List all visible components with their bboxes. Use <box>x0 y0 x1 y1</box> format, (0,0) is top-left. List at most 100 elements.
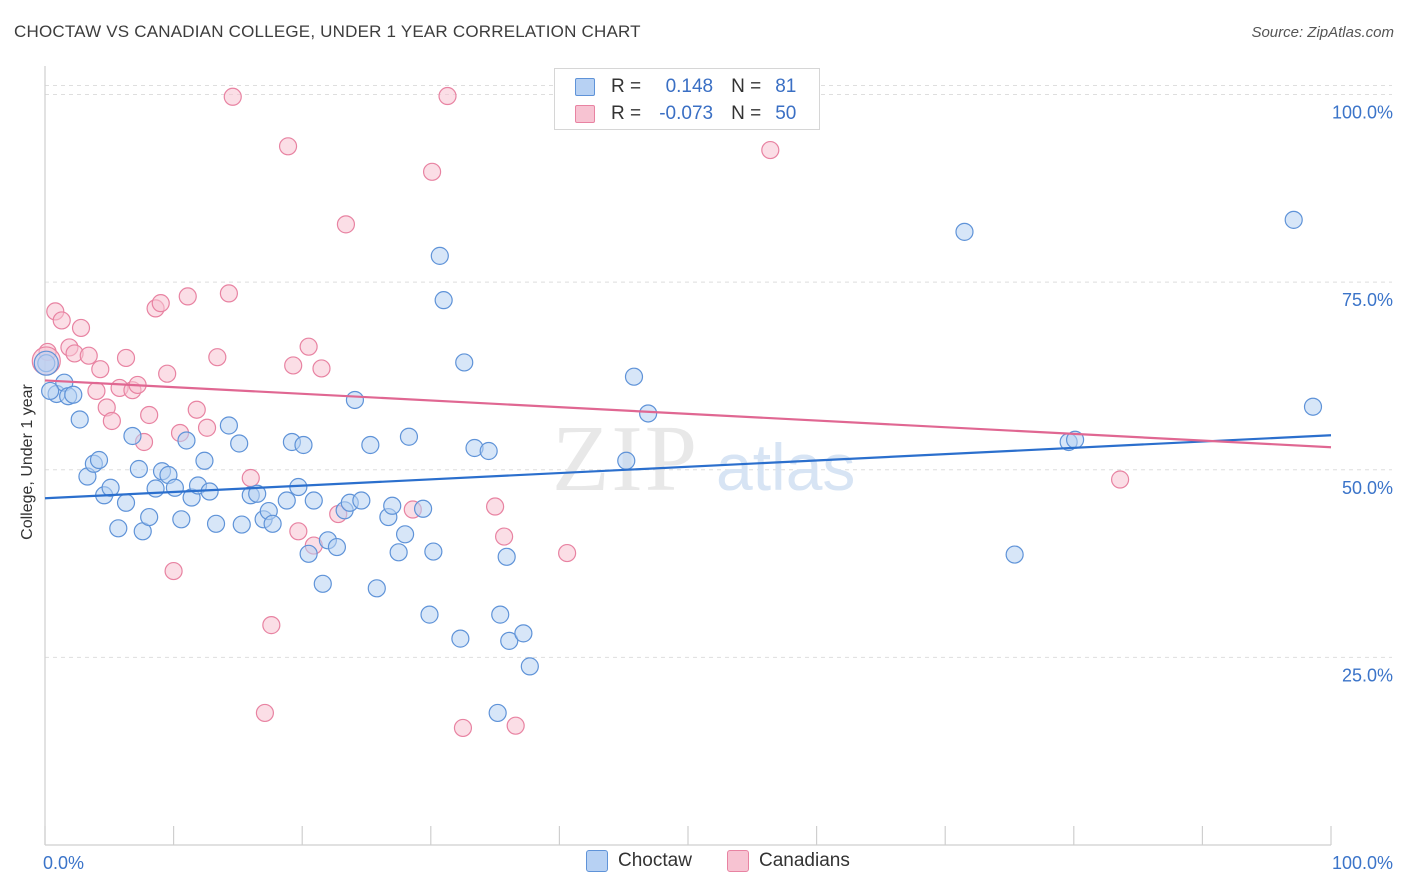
choctaw-point <box>172 510 191 529</box>
canadians-point <box>116 348 136 368</box>
choctaw-point <box>277 491 296 510</box>
source-label: Source: ZipAtlas.com <box>1251 24 1394 41</box>
choctaw-point <box>219 416 238 435</box>
choctaw-point <box>413 499 433 518</box>
choctaw-point <box>1005 545 1024 564</box>
n-value: 50 <box>775 103 797 124</box>
choctaw-point <box>520 657 539 676</box>
choctaw-point <box>424 542 443 561</box>
canadians-swatch <box>575 105 595 123</box>
r-label: R = <box>611 103 642 124</box>
watermark-atlas: atlas <box>716 430 855 504</box>
choctaw-point <box>639 404 658 423</box>
choctaw-point <box>101 478 120 497</box>
y-axis-label: College, Under 1 year <box>19 384 36 540</box>
choctaw-point <box>232 515 251 534</box>
choctaw-point <box>497 547 516 566</box>
canadians-trend-line <box>44 379 1332 449</box>
canadians-point <box>197 418 217 437</box>
canadians-point <box>164 561 183 581</box>
stats-row-canadians: R = -0.073 N = 50 <box>575 101 796 127</box>
canadians-point <box>241 468 260 488</box>
choctaw-point <box>345 390 365 410</box>
canadians-point <box>438 86 457 106</box>
y-tick-label: 100.0% <box>1332 103 1393 123</box>
choctaw-point <box>491 605 510 624</box>
choctaw-swatch <box>575 78 595 96</box>
choctaw-point <box>304 491 323 510</box>
choctaw-point <box>1303 397 1323 416</box>
canadians-point <box>495 527 514 546</box>
choctaw-point <box>123 426 142 446</box>
choctaw-point <box>116 493 136 512</box>
choctaw-point <box>399 427 419 446</box>
canadians-point <box>187 400 206 419</box>
r-value: 0.148 <box>665 76 714 97</box>
n-label: N = <box>731 103 762 124</box>
choctaw-point <box>146 479 165 498</box>
legend-item-choctaw[interactable]: Choctaw <box>586 850 692 872</box>
choctaw-point <box>488 703 507 723</box>
canadians-point <box>284 356 303 375</box>
canadians-point <box>299 337 318 356</box>
canadians-point <box>158 364 177 383</box>
r-label: R = <box>611 76 642 97</box>
choctaw-point <box>299 544 318 563</box>
choctaw-point <box>230 434 249 453</box>
canadians-point <box>255 703 275 723</box>
choctaw-point <box>195 451 214 470</box>
choctaw-point-large <box>33 350 59 376</box>
canadians-point <box>262 616 281 635</box>
choctaw-point <box>140 507 159 527</box>
canadians-point <box>453 718 473 738</box>
legend-label-choctaw: Choctaw <box>618 850 692 871</box>
canadians-legend-swatch <box>727 850 749 872</box>
choctaw-point <box>500 631 519 650</box>
canadians-point <box>219 284 238 303</box>
canadians-point <box>558 543 577 563</box>
canadians-point <box>336 215 356 234</box>
correlation-stats-box: R = 0.148 N = 81 R = -0.073 N = 50 <box>554 68 820 130</box>
choctaw-point <box>395 525 415 544</box>
canadians-point <box>140 405 159 425</box>
choctaw-point <box>248 484 267 503</box>
canadians-point <box>223 87 242 106</box>
choctaw-point <box>617 451 636 470</box>
choctaw-point <box>955 222 974 241</box>
canadians-point <box>102 411 121 431</box>
choctaw-point <box>177 431 196 450</box>
choctaw-point <box>451 629 470 648</box>
choctaw-point <box>624 367 644 386</box>
choctaw-point <box>64 385 83 404</box>
legend-label-canadians: Canadians <box>759 850 850 871</box>
y-tick-label: 50.0% <box>1342 478 1393 498</box>
choctaw-point <box>41 381 60 401</box>
choctaw-point <box>313 574 332 593</box>
choctaw-point <box>109 519 128 538</box>
choctaw-legend-swatch <box>586 850 608 872</box>
choctaw-point <box>165 478 184 497</box>
choctaw-point <box>206 514 226 533</box>
canadians-point <box>486 497 505 516</box>
canadians-point <box>208 348 227 367</box>
legend-item-canadians[interactable]: Canadians <box>727 850 850 872</box>
choctaw-trend-line <box>44 434 1332 500</box>
chart-title: CHOCTAW VS CANADIAN COLLEGE, UNDER 1 YEA… <box>14 22 641 41</box>
choctaw-point <box>352 491 371 510</box>
canadians-point <box>289 522 308 541</box>
n-label: N = <box>731 76 762 97</box>
canadians-point <box>52 311 71 330</box>
choctaw-point <box>1284 210 1303 229</box>
choctaw-point <box>430 246 449 265</box>
canadians-point <box>278 137 298 156</box>
choctaw-point <box>129 459 148 479</box>
choctaw-point <box>361 435 380 455</box>
canadians-point <box>506 716 525 735</box>
x-tick-label: 100.0% <box>1332 853 1393 873</box>
canadians-point <box>312 359 331 378</box>
choctaw-point <box>389 543 408 562</box>
choctaw-point <box>420 605 439 624</box>
r-value: -0.073 <box>659 103 714 124</box>
choctaw-point <box>367 579 386 598</box>
